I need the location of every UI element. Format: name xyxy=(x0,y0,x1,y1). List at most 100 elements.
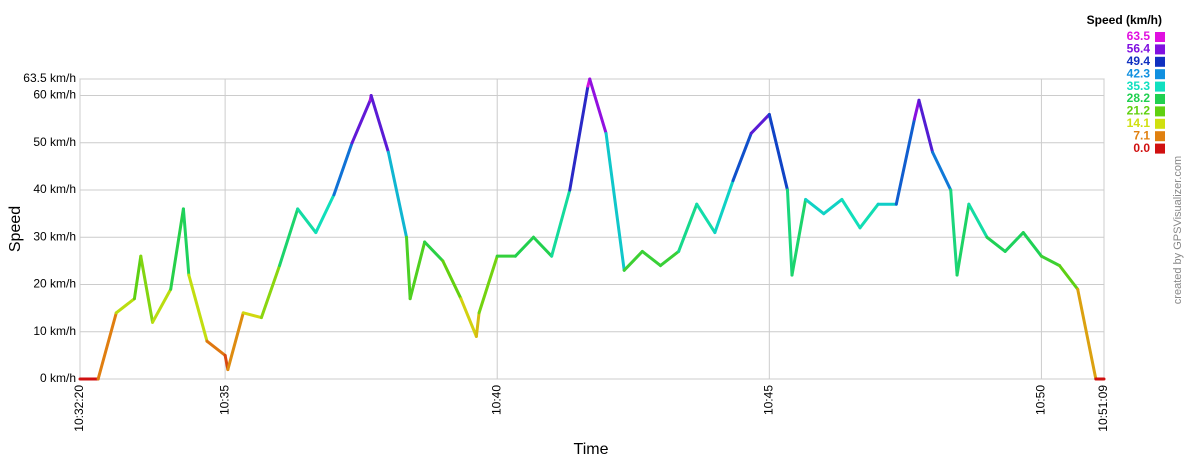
legend-label: 0.0 xyxy=(1133,141,1150,155)
speed-segment xyxy=(785,188,794,277)
speed-segment xyxy=(731,131,753,183)
y-tick-label: 40 km/h xyxy=(33,182,76,196)
speed-segment xyxy=(241,311,263,320)
speed-segment xyxy=(955,202,971,277)
speed-segment xyxy=(474,311,481,338)
speed-segment xyxy=(151,287,173,324)
speed-segment xyxy=(568,84,590,192)
legend-label: 56.4 xyxy=(1127,42,1151,56)
speed-segment xyxy=(931,150,953,192)
speed-segment xyxy=(658,249,681,268)
legend-label: 49.4 xyxy=(1127,54,1151,68)
legend-label: 35.3 xyxy=(1127,79,1151,93)
speed-segment xyxy=(790,197,808,277)
speed-segment xyxy=(114,297,136,315)
speed-segment xyxy=(296,207,318,235)
speed-segment xyxy=(917,98,935,154)
legend-label: 63.5 xyxy=(1127,29,1151,43)
speed-segment xyxy=(894,117,916,206)
speed-segment xyxy=(1021,231,1043,258)
speed-segment xyxy=(187,273,209,343)
speed-segment xyxy=(622,249,644,272)
legend-label: 7.1 xyxy=(1133,128,1150,142)
speed-segment xyxy=(441,259,463,301)
speed-segment xyxy=(386,150,409,239)
speed-segment xyxy=(408,240,427,301)
speed-segment xyxy=(513,235,535,258)
speed-segment xyxy=(1039,254,1062,268)
legend-swatch xyxy=(1155,106,1165,117)
speed-segment xyxy=(967,202,989,239)
speed-segment xyxy=(181,207,191,277)
speed-segment xyxy=(459,297,478,338)
speed-segment xyxy=(350,98,372,145)
speed-segment xyxy=(695,202,717,235)
y-tick-label: 10 km/h xyxy=(33,324,76,338)
y-tick-label: 20 km/h xyxy=(33,277,76,291)
y-tick-label: 0 km/h xyxy=(40,371,76,385)
legend-swatch xyxy=(1155,56,1165,67)
speed-segment xyxy=(477,254,499,315)
speed-segment xyxy=(713,179,735,235)
speed-segment xyxy=(314,193,336,235)
speed-segment xyxy=(858,202,880,230)
speed-segment xyxy=(139,254,155,324)
speed-segment xyxy=(949,188,959,277)
legend-swatch xyxy=(1155,118,1165,129)
legend-swatch xyxy=(1155,81,1165,92)
speed-segment xyxy=(804,197,826,216)
x-tick-label: 10:32:20 xyxy=(72,385,86,432)
speed-segment xyxy=(604,131,626,272)
speed-segment xyxy=(332,141,354,197)
y-tick-label: 50 km/h xyxy=(33,135,76,149)
y-tick-label: 63.5 km/h xyxy=(23,71,76,85)
speed-segment xyxy=(226,311,245,372)
legend-label: 21.2 xyxy=(1127,104,1151,118)
speed-segment xyxy=(169,207,185,291)
speed-segment xyxy=(96,311,118,381)
speed-segment xyxy=(767,112,789,192)
speed-segment xyxy=(749,112,771,135)
legend-label: 42.3 xyxy=(1127,66,1151,80)
y-tick-label: 60 km/h xyxy=(33,88,76,102)
credit: created by GPSVisualizer.com xyxy=(1172,156,1184,304)
legend-swatch xyxy=(1155,69,1165,80)
speed-segment xyxy=(531,235,554,258)
speed-segment xyxy=(405,235,412,301)
speed-segment xyxy=(640,249,662,268)
legend-title: Speed (km/h) xyxy=(1087,13,1162,27)
x-tick-label: 10:35 xyxy=(217,385,231,415)
x-tick-label: 10:51:09 xyxy=(1096,385,1110,432)
speed-segment xyxy=(822,197,844,216)
legend-swatch xyxy=(1155,131,1165,142)
speed-segment xyxy=(677,202,699,253)
speed-segment xyxy=(1003,231,1025,253)
speed-segment xyxy=(132,254,143,301)
x-tick-label: 10:50 xyxy=(1034,385,1048,415)
x-tick-label: 10:45 xyxy=(761,385,775,415)
plot-frame xyxy=(79,78,1105,380)
speed-segment xyxy=(278,207,300,268)
x-axis-label: Time xyxy=(574,441,609,458)
speed-segment xyxy=(205,339,227,357)
legend-swatch xyxy=(1155,44,1165,55)
legend-swatch xyxy=(1155,32,1165,42)
legend-label: 14.1 xyxy=(1127,116,1151,130)
speed-segment xyxy=(588,77,608,135)
y-axis-label: Speed xyxy=(7,206,24,252)
speed-segment xyxy=(912,98,921,121)
speed-segment xyxy=(550,188,572,258)
speed-segment xyxy=(985,235,1007,253)
speed-segment xyxy=(840,197,862,230)
legend-swatch xyxy=(1155,94,1165,104)
speed-segment xyxy=(259,264,282,320)
speed-segment xyxy=(1076,287,1098,381)
y-tick-label: 30 km/h xyxy=(33,229,76,243)
speed-segment xyxy=(369,94,390,154)
x-tick-label: 10:40 xyxy=(489,385,503,415)
legend-swatch xyxy=(1155,143,1165,154)
speed-segment xyxy=(423,240,445,263)
speed-segment xyxy=(1058,264,1080,291)
